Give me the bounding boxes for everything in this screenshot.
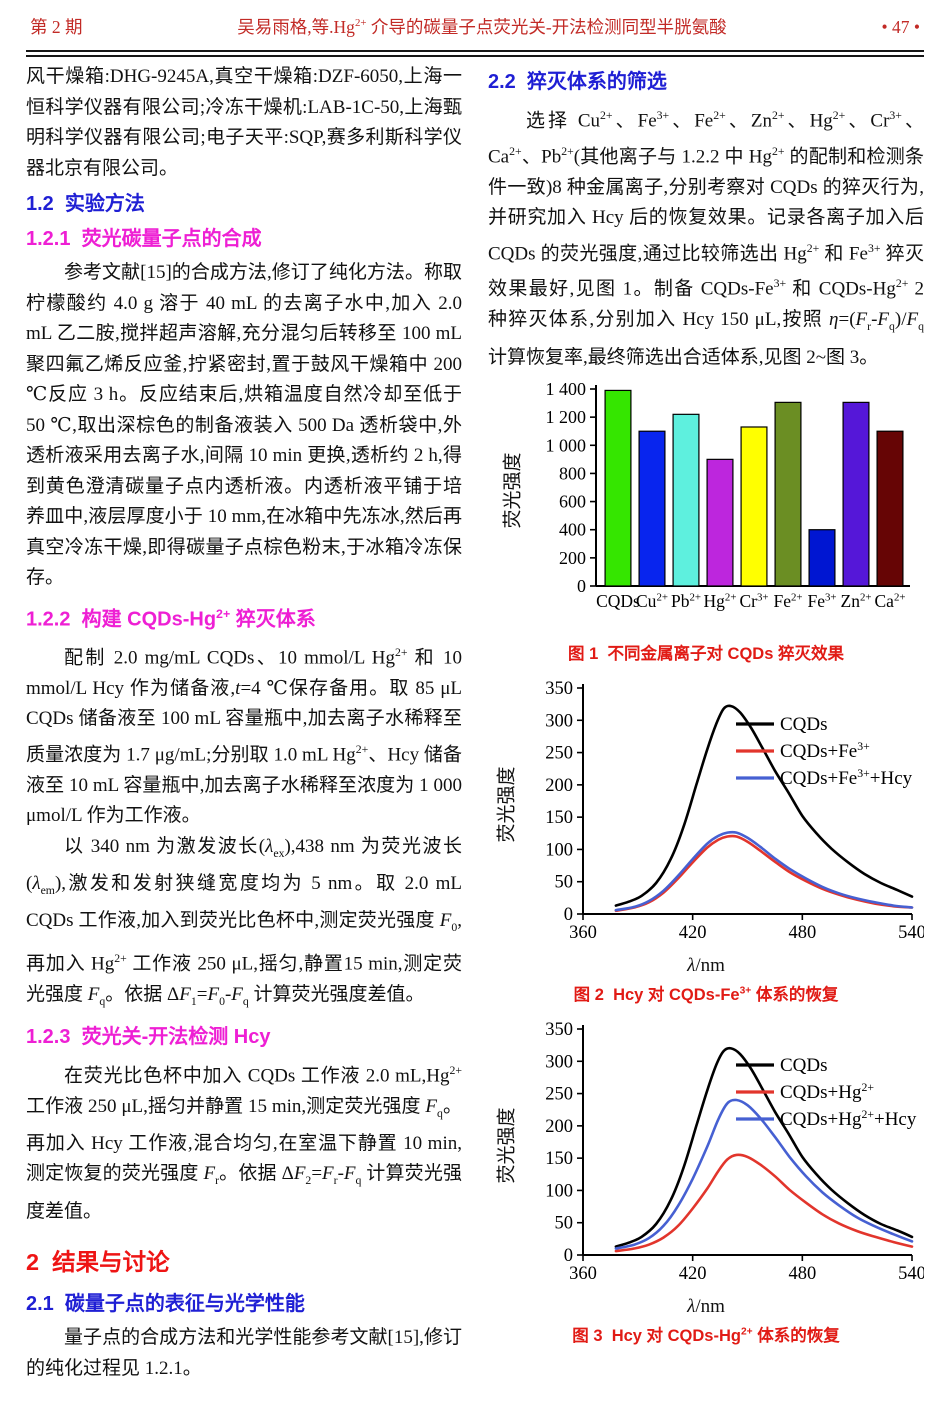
x-category-label: Hg2+​ [704,591,737,611]
body-paragraph: 以 340 nm 为激发波长(λex),438 nm 为荧光波长(λem),激发… [26,835,463,1008]
x-tick-label: 420 [679,1264,707,1284]
x-category-label: Ca2+​ [875,591,906,611]
body-paragraph: 选择 Cu2+、Fe3+、Fe2+、Zn2+、Hg2+、Cr3+、Ca2+、Pb… [488,109,925,368]
y-tick-label: 50 [555,873,574,893]
body-paragraph-continued: 风干燥箱:DHG-9245A,真空干燥箱:DZF-6050,上海一恒科学仪器有限… [26,66,462,179]
y-tick-label: 100 [545,1182,573,1202]
subsection-heading: 1.2.1 荧光碳量子点的合成 [26,228,262,250]
x-tick-label: 540 [898,923,924,943]
figure-1-caption: 图 1 不同金属离子对 CQDs 猝灭效果 [568,645,844,664]
bar-chart-svg: 0 200 400 600 800 1 000 1 200 1 400 CQDsCu2+​Pb2… [546,379,910,611]
y-tick-label: 400 [559,520,586,540]
y-tick-label: 1 200 [546,407,587,427]
legend: CQDs CQDs+Hg2+​ CQDs+Hg2+​+Hcy [736,1055,917,1130]
y-tick-label: 600 [559,492,586,512]
x-axis-label: λ/nm [687,1296,725,1318]
legend-label: CQDs [780,1055,828,1076]
running-title: 吴易雨格,等.Hg2+ 介导的碳量子点荧光关-开法检测同型半胱氨酸 [237,17,727,37]
y-tick-label: 250 [545,744,573,764]
x-category-label: Pb2+​ [671,591,701,611]
x-tick-label: 360 [569,1264,597,1284]
y-axis-label: 荧光强度 [502,452,524,529]
left-column: 风干燥箱:DHG-9245A,真空干燥箱:DZF-6050,上海一恒科学仪器有限… [26,62,462,1384]
subsection-heading: 1.2.2 构建 CQDs-Hg2+ 猝灭体系 [26,606,316,631]
legend-label: CQDs+Hg2+​ [780,1081,874,1103]
bar-Zn2+ [842,401,870,587]
chapter-heading: 2 结果与讨论 [26,1249,170,1276]
body-paragraph: 配制 2.0 mg/mL CQDs、10 mmol/L Hg2+ 和 10 mm… [26,646,463,827]
y-tick-label: 0 [577,576,586,596]
y-tick-label: 150 [545,808,573,828]
y-tick-label: 1 400 [546,379,587,399]
y-tick-label: 300 [545,711,573,731]
legend-label: CQDs+Fe3+​ [780,740,870,762]
y-tick-label: 200 [545,1117,573,1137]
x-tick-label: 420 [679,923,707,943]
figure-3: 0 50 100 150 200 250 300 350 360 420 480 540 CQDs CQD… [488,1017,926,1318]
y-tick-label: 800 [559,464,586,484]
body-paragraph: 在荧光比色杯中加入 CQDs 工作液 2.0 mL,Hg2+ 工作液 250 μ… [26,1063,462,1222]
section-heading: 2.2 猝灭体系的筛选 [488,71,667,93]
y-tick-label: 350 [545,1020,573,1040]
header-rule [26,50,924,57]
y-tick-label: 200 [559,548,586,568]
y-tick-label: 350 [545,679,573,699]
curve-CQDs+Fe3++Hcy [614,830,914,912]
bar-Cr3+ [740,426,768,587]
figure-3-caption: 图 3 Hcy 对 CQDs-Hg2+ 体系的恢复 [572,1326,840,1346]
y-axis-label: 荧光强度 [496,766,518,843]
figure-1: 0 200 400 600 800 1 000 1 200 1 400 CQDsCu2+​Pb2… [488,379,924,636]
subsection-heading: 1.2.3 荧光关-开法检测 Hcy [26,1025,271,1048]
y-tick-label: 0 [564,1246,573,1266]
y-tick-label: 200 [545,776,573,796]
curve-CQDs [614,1046,914,1249]
x-category-label: Fe3+​ [807,591,836,611]
y-tick-label: 300 [545,1052,573,1072]
bar-Ca2+ [876,430,904,587]
legend-label: CQDs+Hg2+​+Hcy [780,1108,917,1130]
x-category-label: Cu2+​ [636,591,668,611]
x-category-label: Fe2+​ [773,591,802,611]
x-category-label: Zn2+​ [841,591,872,611]
bar-Cu2+ [638,430,666,587]
x-tick-label: 480 [788,923,816,943]
section-heading: 1.2 实验方法 [26,193,145,215]
body-paragraph: 量子点的合成方法和光学性能参考文献[15],修订的纯化过程见 1.2.1。 [26,1327,462,1379]
legend: CQDs CQDs+Fe3+​ CQDs+Fe3+​+Hcy [736,714,913,789]
y-tick-label: 250 [545,1085,573,1105]
bar-Hg2+ [706,458,734,587]
y-axis-label: 荧光强度 [496,1107,518,1184]
x-category-label: Cr3+​ [739,591,768,611]
page-header: 第 2 期 吴易雨格,等.Hg2+ 介导的碳量子点荧光关-开法检测同型半胱氨酸 … [30,14,920,39]
body-paragraph: 参考文献[15]的合成方法,修订了纯化方法。称取柠檬酸约 4.0 g 溶于 40… [26,262,462,588]
figure-2: 0 50 100 150 200 250 300 350 360 420 480 540 CQDs CQD… [488,676,926,977]
y-tick-label: 150 [545,1149,573,1169]
right-column: 2.2 猝灭体系的筛选选择 Cu2+、Fe3+、Fe2+、Zn2+、Hg2+、C… [488,62,926,1358]
x-axis-label: λ/nm [687,955,725,977]
x-category-label: CQDs [596,591,640,611]
bar-CQDs [604,389,632,587]
journal-issue: 第 2 期 [30,17,83,37]
curve-CQDs [614,704,914,908]
bar-Fe3+ [808,529,836,587]
y-tick-label: 0 [564,905,573,925]
legend-label: CQDs+Fe3+​+Hcy [780,767,913,789]
y-tick-label: 100 [545,841,573,861]
curve-CQDs+Hg2++Hcy [614,1098,914,1250]
figure-2-caption: 图 2 Hcy 对 CQDs-Fe3+ 体系的恢复 [573,985,839,1005]
x-tick-label: 480 [788,1264,816,1284]
bar-Fe2+ [774,401,802,587]
x-tick-label: 540 [898,1264,924,1284]
y-tick-label: 1 000 [546,435,587,455]
page-number: • 47 • [881,17,920,37]
section-heading: 2.1 碳量子点的表征与光学性能 [26,1293,305,1316]
legend-label: CQDs [780,714,828,735]
y-tick-label: 50 [555,1214,574,1234]
x-tick-label: 360 [569,923,597,943]
bar-Pb2+ [672,413,700,587]
curve-CQDs+Hg2+ [614,1153,914,1253]
